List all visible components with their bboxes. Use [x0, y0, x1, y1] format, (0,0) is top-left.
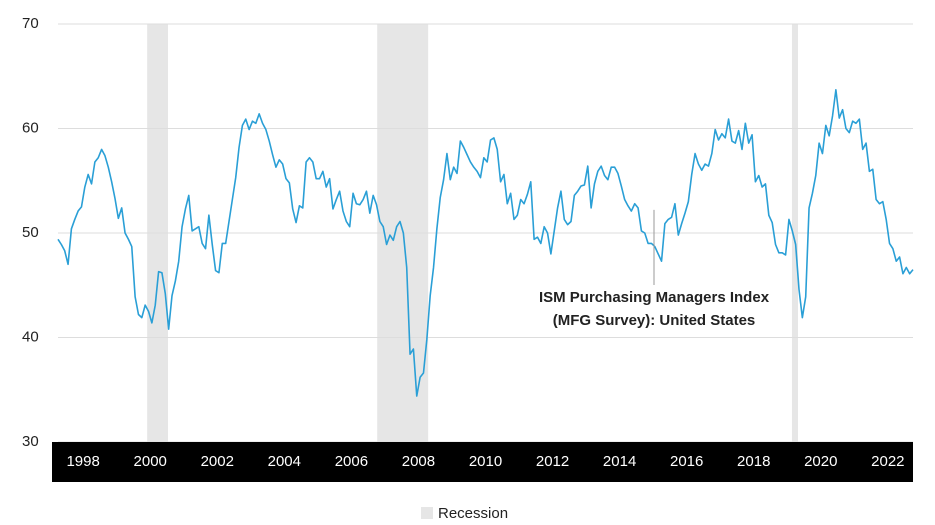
x-tick-label: 2016 — [670, 453, 703, 470]
x-axis-band — [52, 442, 913, 482]
series-annotation: ISM Purchasing Managers Index — [539, 289, 770, 306]
y-tick-label: 70 — [22, 15, 39, 32]
y-tick-label: 30 — [22, 433, 39, 450]
x-tick-label: 2020 — [804, 453, 837, 470]
x-tick-label: 2006 — [335, 453, 368, 470]
x-tick-label: 2004 — [268, 453, 301, 470]
legend-label: Recession — [438, 505, 508, 522]
x-tick-label: 2014 — [603, 453, 636, 470]
x-tick-label: 2010 — [469, 453, 502, 470]
x-tick-label: 2022 — [871, 453, 904, 470]
y-tick-label: 50 — [22, 224, 39, 241]
x-tick-label: 2008 — [402, 453, 435, 470]
x-tick-label: 2000 — [134, 453, 167, 470]
series-line — [57, 89, 914, 397]
legend-swatch — [421, 507, 433, 519]
series-annotation: (MFG Survey): United States — [553, 312, 756, 329]
y-tick-label: 40 — [22, 328, 39, 345]
x-tick-label: 2018 — [737, 453, 770, 470]
x-tick-label: 1998 — [66, 453, 99, 470]
x-tick-label: 2012 — [536, 453, 569, 470]
y-tick-label: 60 — [22, 119, 39, 136]
x-tick-label: 2002 — [201, 453, 234, 470]
